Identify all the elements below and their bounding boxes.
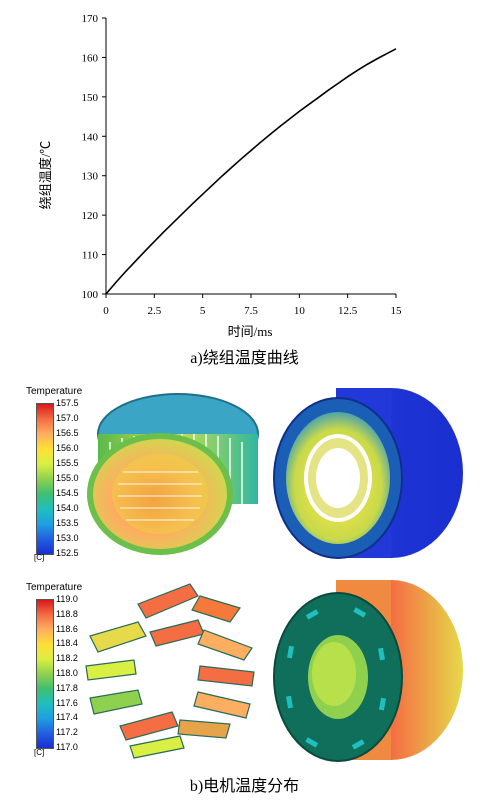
legend-tick-label: 154.5 <box>56 488 79 498</box>
legend-tick-label: 152.5 <box>56 548 79 558</box>
legend-tick-label: 118.8 <box>56 608 78 619</box>
legend-tick-label: 154.0 <box>56 503 79 513</box>
magnet-temperature-render <box>85 583 255 759</box>
chart-axes <box>105 18 396 295</box>
y-tick-label: 140 <box>82 131 99 143</box>
x-tick-label: 5 <box>200 305 206 317</box>
legend-tick-label: 118.0 <box>56 668 78 678</box>
y-tick-label: 170 <box>82 13 99 25</box>
line-chart: 0 2.5 5 7.5 10 12.5 15 100 110 120 130 140 150 160 170… <box>38 13 403 339</box>
winding-temperature-render <box>87 393 259 555</box>
y-tick-label: 130 <box>82 171 99 183</box>
x-tick-label: 12.5 <box>338 305 358 317</box>
legend-tick-label: 117.4 <box>56 712 78 723</box>
y-tick-label: 150 <box>82 92 99 104</box>
legend-tick-label: 118.4 <box>56 638 78 649</box>
y-tick-label: 120 <box>82 210 99 222</box>
caption-b: b)电机温度分布 <box>189 778 300 795</box>
x-tick-label: 2.5 <box>147 305 161 317</box>
legend-tick-label: 117.8 <box>56 682 78 693</box>
stator-temperature-render <box>273 388 463 559</box>
x-axis-label: 时间/ms <box>228 324 273 339</box>
color-scale-bar <box>36 403 54 555</box>
chart-ticks: 0 2.5 5 7.5 10 12.5 15 100 110 120 130 140 150 160 170 <box>82 13 403 317</box>
legend-tick-label: 156.5 <box>56 428 79 438</box>
legend-tick-label: 153.5 <box>56 518 79 528</box>
legend-tick-label: 119.0 <box>56 594 78 604</box>
y-tick-label: 110 <box>82 250 99 262</box>
x-tick-label: 15 <box>391 305 403 317</box>
y-axis-label: 绕组温度/℃ <box>38 141 53 210</box>
legend-tick-label: 117.6 <box>56 697 78 708</box>
x-tick-label: 7.5 <box>244 305 258 317</box>
rotor-temperature-render <box>273 580 463 762</box>
caption-a: a)绕组温度曲线 <box>190 350 299 367</box>
legend-tick-label: 153.0 <box>56 533 79 543</box>
color-scale-bar <box>36 599 54 749</box>
legend-tick-label: 118.6 <box>56 623 78 634</box>
legend-tick-label: 157.5 <box>56 398 79 408</box>
legend-tick-label: 156.0 <box>56 443 79 453</box>
legend-tick-label: 157.0 <box>56 413 79 423</box>
series-line <box>105 48 397 295</box>
legend-title: Temperature <box>26 386 83 397</box>
temperature-legend-top: Temperature [C] 157.5 157.0 156.5 156.0 155.… <box>26 386 96 562</box>
y-tick-label: 160 <box>82 52 99 64</box>
temperature-legend-bottom: Temperature [C] 119.0 118.8 118.6 118.4 118.… <box>26 582 96 760</box>
x-tick-label: 0 <box>103 305 109 317</box>
y-tick-label: 100 <box>82 289 99 301</box>
x-tick-label: 10 <box>294 305 306 317</box>
legend-title: Temperature <box>26 582 83 593</box>
legend-tick-label: 117.2 <box>56 727 78 738</box>
legend-tick-label: 118.2 <box>56 653 78 664</box>
legend-tick-label: 155.0 <box>56 473 79 483</box>
legend-tick-label: 155.5 <box>56 458 79 468</box>
legend-unit: [C] <box>34 553 45 562</box>
legend-unit: [C] <box>34 748 45 757</box>
legend-tick-label: 117.0 <box>56 742 78 752</box>
